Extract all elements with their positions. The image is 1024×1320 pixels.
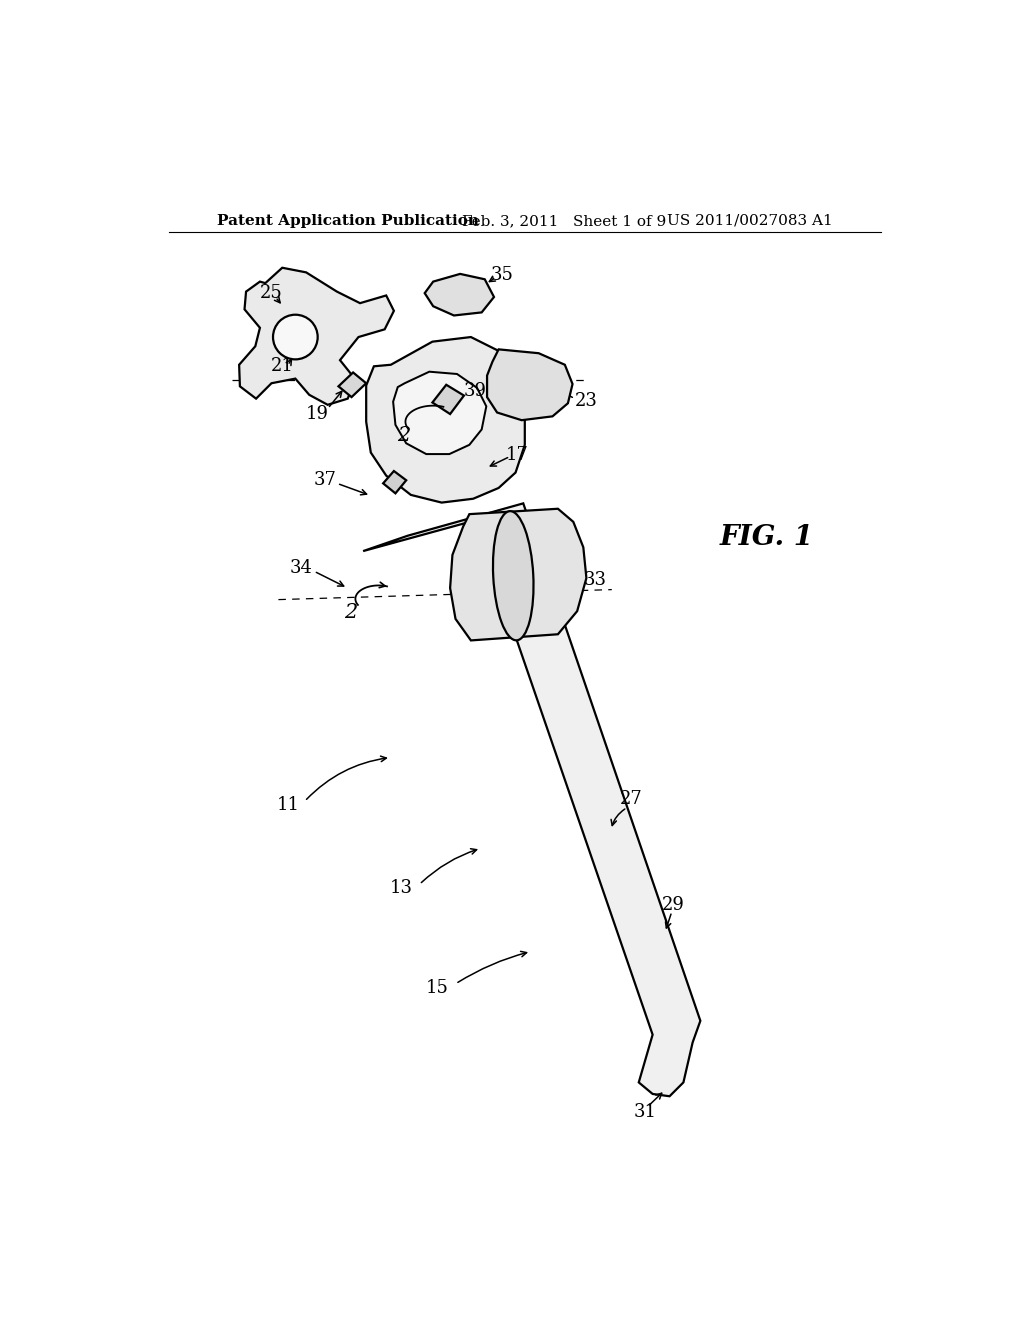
Text: 2: 2 <box>344 603 357 622</box>
Ellipse shape <box>493 511 534 640</box>
Polygon shape <box>393 372 486 454</box>
Text: 35: 35 <box>492 267 514 284</box>
Polygon shape <box>339 372 367 397</box>
Text: FIG. 1: FIG. 1 <box>720 524 814 552</box>
Text: 34: 34 <box>290 560 313 577</box>
Text: 11: 11 <box>276 796 300 814</box>
Text: 27: 27 <box>620 791 642 808</box>
Text: 39: 39 <box>464 381 487 400</box>
Polygon shape <box>364 503 700 1096</box>
Text: 33: 33 <box>584 572 606 589</box>
Text: 2: 2 <box>397 426 411 445</box>
Text: 37: 37 <box>313 471 336 490</box>
Polygon shape <box>240 268 394 405</box>
Text: 25: 25 <box>260 284 283 302</box>
Circle shape <box>273 314 317 359</box>
Text: 15: 15 <box>426 979 449 998</box>
Polygon shape <box>451 508 587 640</box>
Text: 17: 17 <box>506 446 528 463</box>
Polygon shape <box>425 275 494 315</box>
Text: US 2011/0027083 A1: US 2011/0027083 A1 <box>667 214 833 228</box>
Text: 23: 23 <box>574 392 598 411</box>
Polygon shape <box>487 350 572 420</box>
Polygon shape <box>367 337 524 503</box>
Text: 13: 13 <box>390 879 413 898</box>
Polygon shape <box>432 385 464 414</box>
Text: Feb. 3, 2011   Sheet 1 of 9: Feb. 3, 2011 Sheet 1 of 9 <box>462 214 666 228</box>
Text: 31: 31 <box>634 1102 656 1121</box>
Text: 29: 29 <box>662 896 685 915</box>
Text: Patent Application Publication: Patent Application Publication <box>217 214 479 228</box>
Text: 21: 21 <box>270 358 294 375</box>
Polygon shape <box>383 471 407 494</box>
Text: 19: 19 <box>305 405 329 422</box>
